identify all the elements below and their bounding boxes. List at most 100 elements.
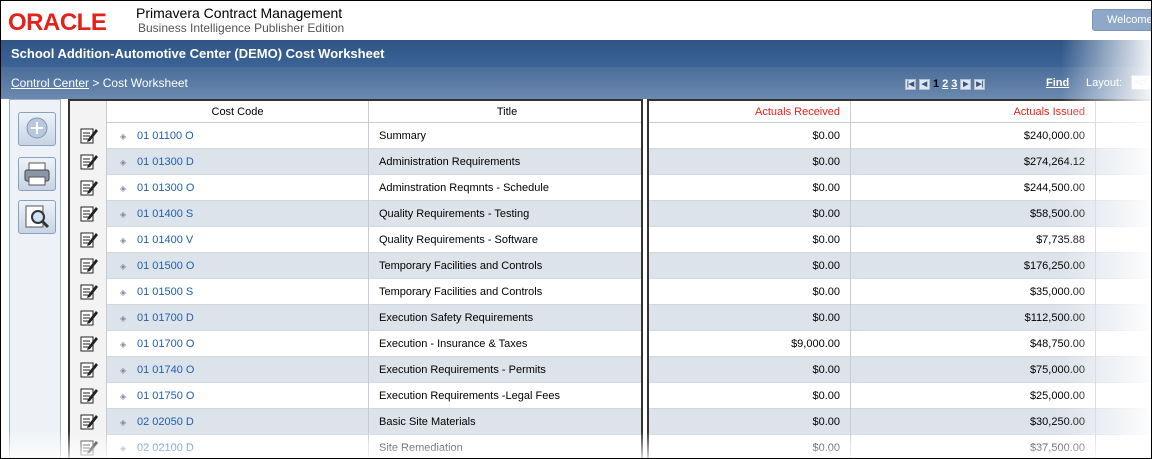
actuals-issued-cell: $112,500.00 [851,305,1096,331]
cost-code-link[interactable]: 01 01500 O [137,260,195,272]
table-row[interactable]: ◈ 01 01500 S Temporary Facilities and Cont… [70,279,641,305]
find-link[interactable]: Find [1046,77,1070,89]
table-row[interactable]: ◈ 02 02050 D Basic Site Materials [70,409,641,435]
expand-icon[interactable]: ◈ [120,262,127,271]
cost-code-link[interactable]: 01 01400 S [137,208,194,220]
cost-code-link[interactable]: 01 01740 O [137,364,195,376]
title-cell: Administration Requirements [379,156,521,168]
edit-cell[interactable] [70,253,107,279]
cost-code-link[interactable]: 01 01400 V [137,234,194,246]
expand-icon[interactable]: ◈ [120,340,127,349]
table-row[interactable]: ◈ 01 01700 O Execution - Insurance & Taxes [70,331,641,357]
table-row[interactable]: ◈ 01 01750 O Execution Requirements -Legal… [70,383,641,409]
next-page-icon[interactable]: ▶ [960,78,972,90]
cost-code-link[interactable]: 02 02100 D [137,442,194,454]
expand-icon[interactable]: ◈ [120,184,127,193]
page-3-link[interactable]: 3 [951,78,958,90]
table-row[interactable]: ◈ 01 01740 O Execution Requirements - Perm… [70,357,641,383]
edit-cell[interactable] [70,227,107,253]
last-page-icon[interactable]: ▶| [974,78,986,90]
expand-icon[interactable]: ◈ [120,236,127,245]
edit-cell[interactable] [70,383,107,409]
table-row[interactable]: $9,000.00 $48,750.00 [649,331,1151,357]
edit-cell[interactable] [70,279,107,305]
title-cell: Execution Safety Requirements [379,312,534,324]
expand-icon[interactable]: ◈ [120,418,127,427]
title-cell: Basic Site Materials [379,416,476,428]
cost-code-link[interactable]: 01 01100 O [137,130,194,142]
table-row[interactable]: $0.00 $274,264.12 [649,149,1151,175]
pager: |◀ ◀ 1 2 3 ▶ ▶| [905,78,986,90]
table-row[interactable]: ◈ 01 01700 D Execution Safety Requirements [70,305,641,331]
actuals-issued-cell: $58,500.00 [851,201,1096,227]
preview-button[interactable] [18,200,56,234]
cost-code-link[interactable]: 01 01750 O [137,390,195,402]
edit-cell[interactable] [70,409,107,435]
table-row[interactable]: $0.00 $75,000.00 [649,357,1151,383]
table-row[interactable]: ◈ 01 01100 O Summary [70,123,641,149]
cost-code-link[interactable]: 01 01500 S [137,286,194,298]
title-header[interactable]: Title [496,106,518,118]
print-button[interactable] [18,157,56,191]
edit-cell[interactable] [70,357,107,383]
table-row[interactable]: ◈ 01 01300 D Administration Requirements [70,149,641,175]
breadcrumb-separator: > [92,76,100,90]
layout-select[interactable]: <n [1131,75,1151,90]
edit-cell[interactable] [70,123,107,149]
table-row[interactable]: $0.00 $37,500.00 [649,435,1151,458]
cost-code-link[interactable]: 01 01300 O [137,182,195,194]
actuals-grid: Actuals Received Actuals Issued $0.00 $24… [647,99,1151,458]
cost-code-link[interactable]: 01 01700 D [137,312,194,324]
actuals-received-cell: $0.00 [649,305,851,331]
edit-cell[interactable] [70,305,107,331]
table-row[interactable]: $0.00 $240,000.00 [649,123,1151,149]
cost-code-cell: ◈ 01 01400 S [107,201,369,227]
expand-icon[interactable]: ◈ [120,444,127,453]
actuals-issued-cell: $75,000.00 [851,357,1096,383]
edit-cell[interactable] [70,201,107,227]
table-row[interactable]: $0.00 $58,500.00 [649,201,1151,227]
cost-code-header[interactable]: Cost Code [107,101,369,123]
table-row[interactable]: $0.00 $35,000.00 [649,279,1151,305]
expand-icon[interactable]: ◈ [120,158,127,167]
cost-code-link[interactable]: 02 02050 D [137,416,194,428]
left-grid-header: Cost Code Title [70,101,641,123]
expand-icon[interactable]: ◈ [120,210,127,219]
welcome-button[interactable]: Welcome [1092,9,1151,31]
expand-icon[interactable]: ◈ [120,288,127,297]
expand-icon[interactable]: ◈ [120,366,127,375]
table-row[interactable]: ◈ 02 02100 D Site Remediation [70,435,641,458]
page-2-link[interactable]: 2 [942,78,949,90]
edit-cell[interactable] [70,149,107,175]
edit-cell[interactable] [70,175,107,201]
actuals-received-header[interactable]: Actuals Received [649,101,851,123]
breadcrumb-control-center-link[interactable]: Control Center [11,76,90,90]
expand-icon[interactable]: ◈ [120,132,127,141]
actuals-received-cell: $0.00 [649,253,851,279]
table-row[interactable]: $0.00 $7,735.88 [649,227,1151,253]
add-button[interactable] [18,112,56,146]
expand-icon[interactable]: ◈ [120,392,127,401]
cost-code-link[interactable]: 01 01700 O [137,338,195,350]
table-row[interactable]: ◈ 01 01400 V Quality Requirements - Softwa… [70,227,641,253]
table-row[interactable]: $0.00 $25,000.00 [649,383,1151,409]
first-page-icon[interactable]: |◀ [905,78,916,90]
table-row[interactable]: ◈ 01 01500 O Temporary Facilities and Cont… [70,253,641,279]
expand-icon[interactable]: ◈ [120,314,127,323]
edit-cell[interactable] [70,435,107,458]
cost-code-link[interactable]: 01 01300 D [137,156,194,168]
page-title: School Addition-Automotive Center (DEMO)… [1,40,1151,67]
table-row[interactable]: ◈ 01 01300 O Adminstration Reqmnts - Sched… [70,175,641,201]
table-row[interactable]: $0.00 $244,500.00 [649,175,1151,201]
nav-bar: Control Center > Cost Worksheet |◀ ◀ 1 2… [1,67,1151,99]
table-row[interactable]: $0.00 $112,500.00 [649,305,1151,331]
edit-cell[interactable] [70,331,107,357]
table-row[interactable]: $0.00 $176,250.00 [649,253,1151,279]
title-cell: Temporary Facilities and Controls [379,260,543,272]
actuals-issued-header[interactable]: Actuals Issued [851,101,1096,123]
table-row[interactable]: $0.00 $30,250.00 [649,409,1151,435]
table-row[interactable]: ◈ 01 01400 S Quality Requirements - Testin… [70,201,641,227]
prev-page-icon[interactable]: ◀ [919,78,930,90]
layout-label: Layout: [1086,77,1123,89]
actuals-received-cell: $0.00 [649,279,851,305]
